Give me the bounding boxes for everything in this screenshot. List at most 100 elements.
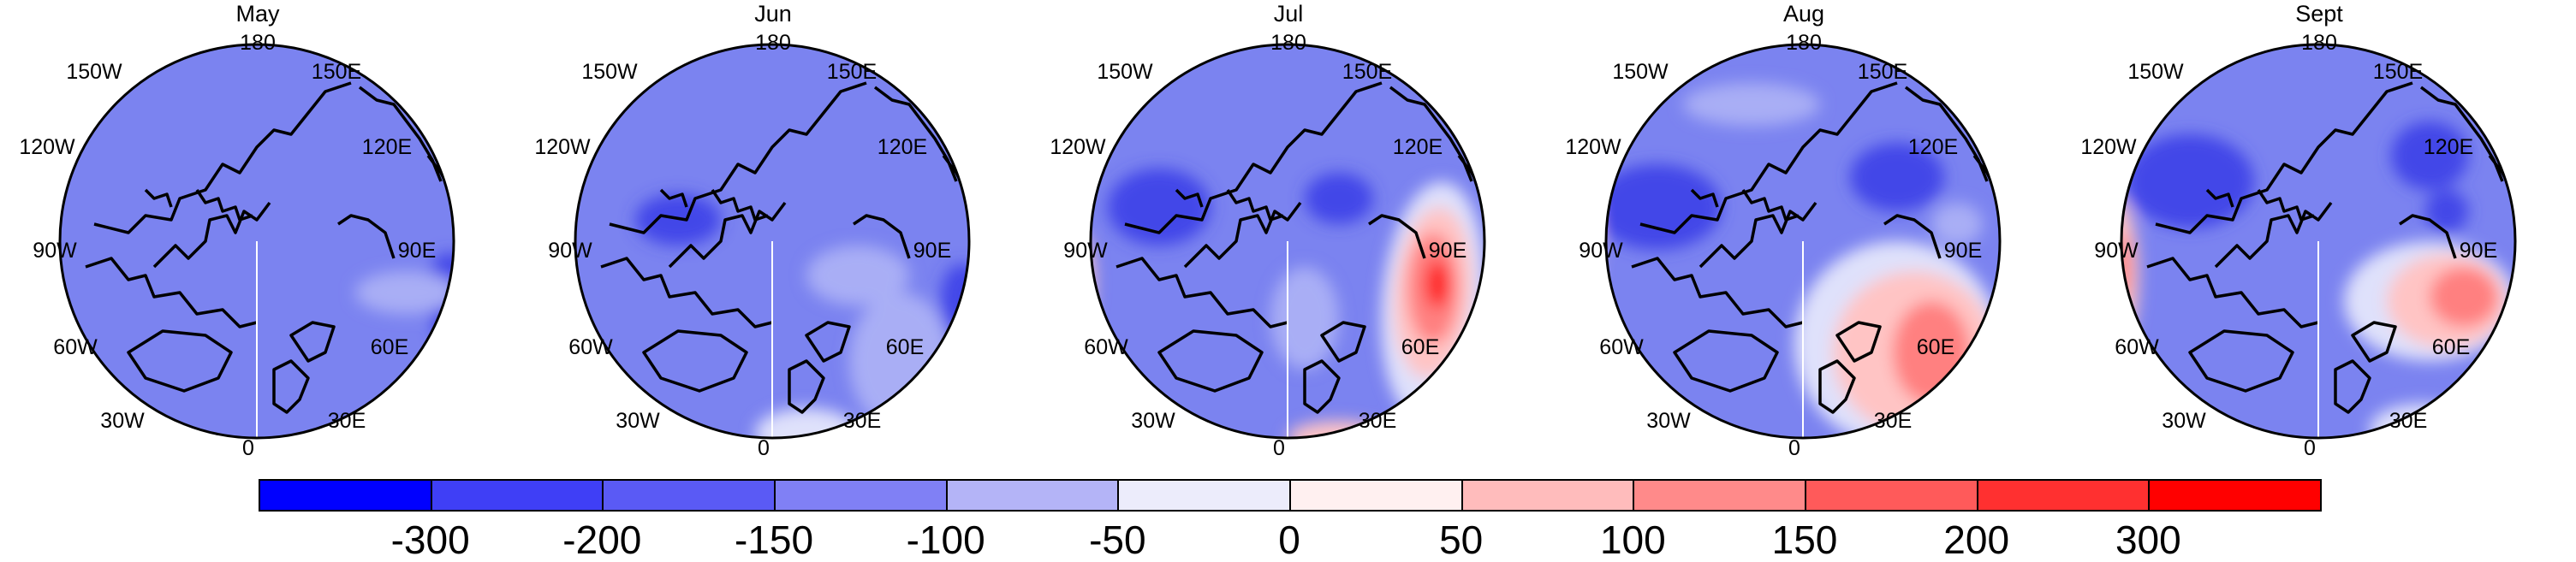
lon-60w-label: 60W <box>53 335 98 359</box>
lon-120w-label: 120W <box>19 135 75 159</box>
colorbar-level-label: 300 <box>2115 518 2181 562</box>
lon-60e-label: 60E <box>1916 335 1955 359</box>
lon-150e-label: 150E <box>826 60 878 84</box>
coastline <box>1639 81 1898 234</box>
coastline <box>2334 359 2371 414</box>
anomaly-blob <box>1683 83 1820 126</box>
panel-title: May <box>235 1 280 27</box>
coastline <box>2155 81 2413 234</box>
lon-0-label: 0 <box>1273 436 1285 460</box>
lon-30e-label: 30E <box>1873 409 1913 433</box>
coastline <box>1883 214 1942 259</box>
lon-30w-label: 30W <box>1131 409 1175 433</box>
anomaly-blob <box>1270 267 1339 370</box>
colorbar-level-label: 150 <box>1771 518 1838 562</box>
coastline <box>1631 257 1804 328</box>
anomaly-blob <box>1606 164 1722 250</box>
colorbar-level-label: -100 <box>906 518 985 562</box>
coastline <box>195 189 253 222</box>
colorbar-swatch <box>2148 479 2322 512</box>
colorbar-level-label: -200 <box>562 518 642 562</box>
lon-90e-label: 90E <box>913 239 952 263</box>
lon-150e-label: 150E <box>311 60 362 84</box>
colorbar-swatch <box>945 479 1120 512</box>
colorbar-swatch <box>774 479 948 512</box>
lon-90e-label: 90E <box>2459 239 2498 263</box>
lon-150w-label: 150W <box>1612 60 1669 84</box>
coastline <box>2205 188 2234 208</box>
map-panel-sept: Sept 180 150E 120E 90E 60E 30E 0 30W 60W 90W 120W 15… <box>2061 0 2576 460</box>
coastline <box>127 329 233 393</box>
anomaly-blob <box>2121 198 2139 352</box>
colorbar-level-label: 100 <box>1599 518 1666 562</box>
lon-60w-label: 60W <box>568 335 613 359</box>
coastline <box>788 359 825 414</box>
lon-90w-label: 90W <box>2094 239 2139 263</box>
lon-0-label: 0 <box>242 436 254 460</box>
lon-90w-label: 90W <box>1579 239 1623 263</box>
coastline <box>1835 321 1882 363</box>
anomaly-blob <box>2391 121 2468 190</box>
anomaly-blob <box>2425 190 2468 233</box>
map-panel-jul: Jul 180 150E 120E 90E 60E 30E 0 30W 60W 90W 120W 150… <box>1031 0 1546 460</box>
map-panel-aug: Aug 180 150E 120E 90E 60E 30E 0 30W 60W 90W 120W 150… <box>1546 0 2061 460</box>
lon-30e-label: 30E <box>2389 409 2428 433</box>
anomaly-blob <box>419 365 454 417</box>
coastline <box>93 81 352 234</box>
lon-120w-label: 120W <box>1050 135 1106 159</box>
lon-150e-label: 150E <box>1342 60 1393 84</box>
colorbar-level-label: 50 <box>1439 518 1484 562</box>
coastline <box>2351 321 2397 363</box>
lon-90w-label: 90W <box>1063 239 1108 263</box>
anomaly-blob <box>2126 134 2254 228</box>
anomaly-blob <box>2430 267 2498 327</box>
lon-120w-label: 120W <box>2080 135 2137 159</box>
map-border <box>574 43 971 440</box>
lon-60w-label: 60W <box>1084 335 1128 359</box>
lon-90e-label: 90E <box>397 239 437 263</box>
anomaly-blob <box>411 404 445 438</box>
coastline <box>85 257 258 328</box>
colorbar-swatch <box>259 479 432 512</box>
coastline <box>2146 257 2319 328</box>
lon-150w-label: 150W <box>2127 60 2184 84</box>
lon-30e-label: 30E <box>327 409 366 433</box>
coastline <box>1115 257 1288 328</box>
map-border <box>2120 43 2517 440</box>
map-border <box>1089 43 1486 440</box>
lon-120w-label: 120W <box>534 135 591 159</box>
lon-90w-label: 90W <box>548 239 592 263</box>
coastline <box>1303 359 1341 414</box>
colorbar-swatch <box>602 479 776 512</box>
polar-map <box>1089 43 1486 440</box>
lon-30w-label: 30W <box>2162 409 2206 433</box>
coastline <box>659 188 688 208</box>
lon-150w-label: 150W <box>581 60 638 84</box>
lon-0-label: 0 <box>2304 436 2316 460</box>
lon-150e-label: 150E <box>2372 60 2424 84</box>
panel-title: Aug <box>1782 1 1825 27</box>
map-border <box>58 43 455 440</box>
coastline <box>1175 188 1204 208</box>
coastline <box>642 329 748 393</box>
coastline <box>289 321 336 363</box>
lon-60e-label: 60E <box>1401 335 1440 359</box>
lon-150w-label: 150W <box>1097 60 1153 84</box>
anomaly-blob <box>1425 260 1449 308</box>
lon-180-label: 180 <box>2301 31 2337 55</box>
coastline <box>1673 329 1779 393</box>
colorbar-level-label: -300 <box>390 518 470 562</box>
coastline <box>1368 214 1426 259</box>
coastline <box>711 189 769 222</box>
lon-120e-label: 120E <box>2423 135 2474 159</box>
coastline <box>2188 329 2294 393</box>
coastline <box>1226 189 1284 222</box>
colorbar <box>259 479 2322 515</box>
coastline <box>1157 329 1264 393</box>
coastline <box>600 257 773 328</box>
polar-map <box>574 43 971 440</box>
colorbar-swatch <box>1805 479 1978 512</box>
colorbar-swatch <box>1633 479 1806 512</box>
anomaly-blob <box>1931 203 1983 246</box>
map-border <box>1604 43 2002 440</box>
